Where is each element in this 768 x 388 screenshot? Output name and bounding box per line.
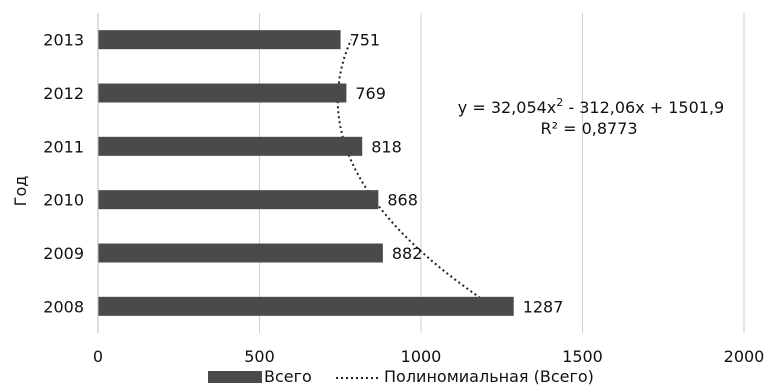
data-label: 868 xyxy=(387,191,418,210)
y-tick-label: 2010 xyxy=(43,191,84,210)
bar-2012 xyxy=(98,83,347,103)
y-tick-label: 2008 xyxy=(43,297,84,316)
equation-suffix: - 312,06x + 1501,9 xyxy=(563,98,724,117)
trendline-layer xyxy=(336,39,494,308)
data-label: 769 xyxy=(355,84,386,103)
trendline-equation: y = 32,054x2 - 312,06x + 1501,9 R² = 0,8… xyxy=(458,96,724,138)
trendline-polynomial xyxy=(336,39,494,308)
y-tick-label: 2011 xyxy=(43,137,84,156)
legend: Всего Полиномиальная (Всего) xyxy=(208,367,594,386)
data-label: 751 xyxy=(350,31,381,50)
labels-layer: 0 500 1000 1500 2000 2008 1287 2009 882 2010 868 20… xyxy=(43,31,764,366)
y-tick-label: 2013 xyxy=(43,31,84,50)
bar-2008 xyxy=(98,296,514,316)
y-tick-label: 2012 xyxy=(43,84,84,103)
r-squared-text: R² = 0,8773 xyxy=(540,119,637,138)
equation-superscript: 2 xyxy=(556,96,563,109)
bars-layer xyxy=(98,30,514,316)
data-label: 818 xyxy=(371,137,402,156)
bar-2009 xyxy=(98,243,383,263)
x-tick-label: 0 xyxy=(93,347,103,366)
legend-label-trendline: Полиномиальная (Всего) xyxy=(384,367,594,386)
x-tick-label: 1500 xyxy=(562,347,603,366)
grid-lines xyxy=(259,13,745,333)
data-label: 1287 xyxy=(523,297,564,316)
x-tick-label: 500 xyxy=(244,347,275,366)
x-tick-label: 2000 xyxy=(724,347,765,366)
equation-prefix: y = 32,054x xyxy=(458,98,557,117)
legend-label-series: Всего xyxy=(264,367,312,386)
legend-swatch-bar xyxy=(208,371,262,383)
equation-text: y = 32,054x2 - 312,06x + 1501,9 xyxy=(458,96,724,117)
bar-2011 xyxy=(98,136,363,156)
y-tick-label: 2009 xyxy=(43,244,84,263)
bar-2013 xyxy=(98,30,341,50)
x-tick-label: 1000 xyxy=(401,347,442,366)
bar-2010 xyxy=(98,190,379,210)
y-axis-title: Год xyxy=(11,176,30,207)
data-label: 882 xyxy=(392,244,423,263)
